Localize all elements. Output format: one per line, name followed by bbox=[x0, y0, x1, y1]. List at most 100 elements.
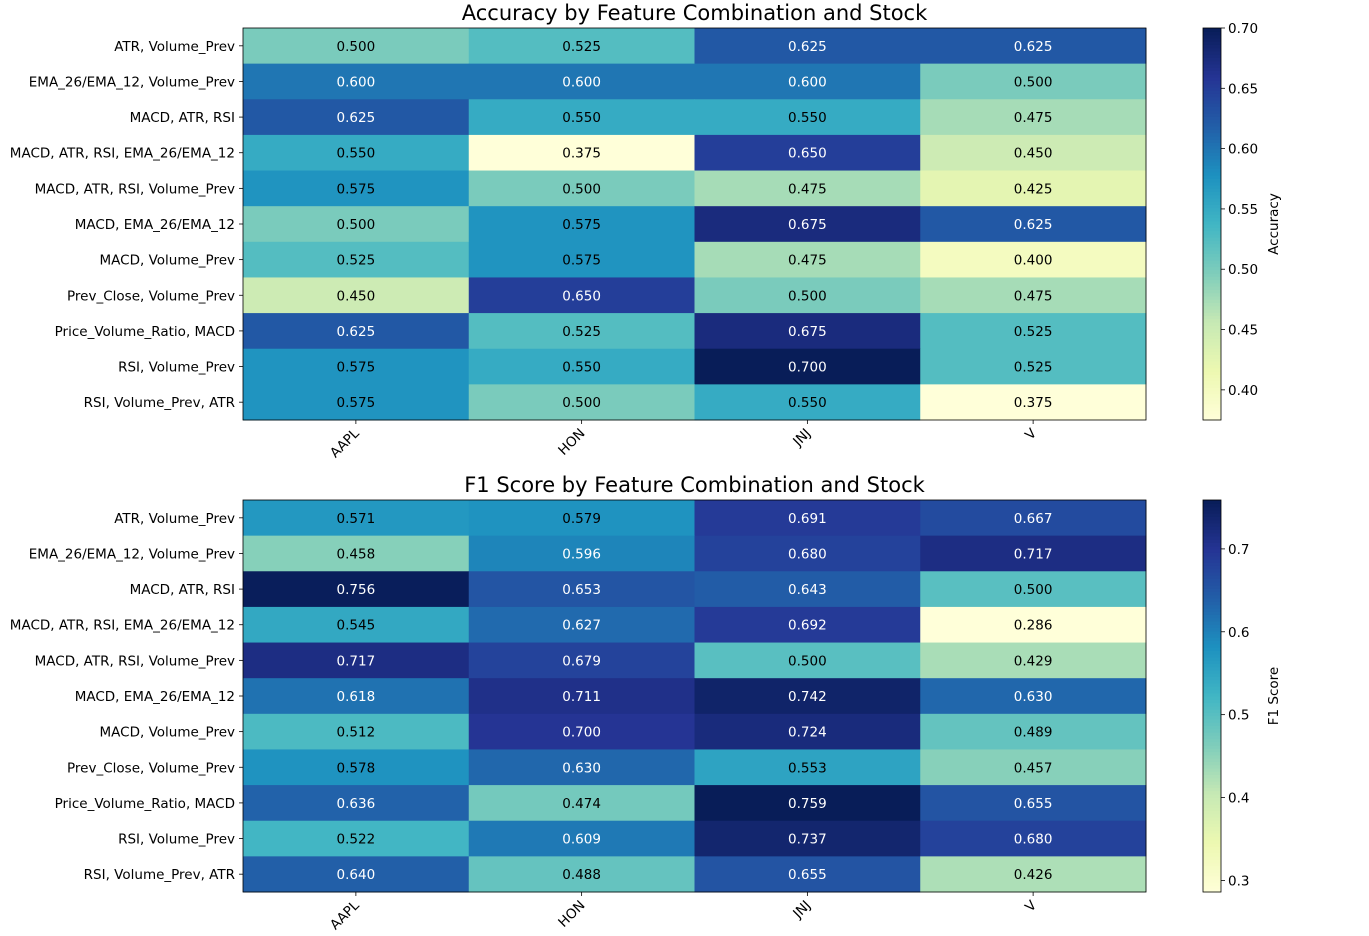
colorbar-segment bbox=[1203, 73, 1221, 78]
colorbar-segment bbox=[1203, 617, 1221, 622]
colorbar-segment bbox=[1203, 282, 1221, 287]
colorbar-segment bbox=[1203, 263, 1221, 268]
cell-value-label: 0.474 bbox=[562, 796, 601, 812]
cell-value-label: 0.553 bbox=[788, 760, 827, 776]
heatmap-cell bbox=[694, 571, 921, 608]
heatmap-cell bbox=[920, 606, 1147, 644]
colorbar-segment bbox=[1203, 50, 1221, 55]
colorbar-segment bbox=[1203, 237, 1221, 241]
cell-value-label: 0.400 bbox=[1014, 253, 1053, 269]
cell-value-label: 0.691 bbox=[788, 511, 827, 527]
heatmap-cell bbox=[694, 500, 921, 537]
colorbar-segment bbox=[1203, 112, 1221, 117]
colorbar-segment bbox=[1203, 233, 1221, 238]
colorbar-segment bbox=[1203, 669, 1221, 674]
colorbar-segment bbox=[1203, 699, 1221, 704]
colorbar-tick-label: 0.50 bbox=[1228, 262, 1258, 278]
colorbar-segment bbox=[1203, 161, 1221, 166]
cell-value-label: 0.575 bbox=[562, 253, 601, 269]
colorbar-segment bbox=[1203, 325, 1221, 330]
colorbar-segment bbox=[1203, 535, 1221, 540]
colorbar-segment bbox=[1203, 558, 1221, 563]
colorbar-tick-label: 0.70 bbox=[1228, 21, 1258, 37]
colorbar-segment bbox=[1203, 751, 1221, 756]
cell-value-label: 0.458 bbox=[337, 546, 376, 562]
heatmap-cell bbox=[920, 500, 1147, 537]
y-tick-label: Price_Volume_Ratio, MACD bbox=[55, 324, 235, 340]
colorbar-segment bbox=[1203, 312, 1221, 317]
colorbar-segment bbox=[1203, 516, 1221, 521]
colorbar-segment bbox=[1203, 152, 1221, 156]
colorbar-segment bbox=[1203, 620, 1221, 625]
colorbar-segment bbox=[1203, 227, 1221, 232]
heatmap-cell bbox=[694, 678, 921, 715]
colorbar-segment bbox=[1203, 810, 1221, 815]
colorbar-segment bbox=[1203, 673, 1221, 677]
colorbar-segment bbox=[1203, 503, 1221, 508]
cell-value-label: 0.450 bbox=[1014, 146, 1053, 162]
heatmap-cell bbox=[920, 28, 1147, 65]
colorbar-segment bbox=[1203, 406, 1221, 411]
cell-value-label: 0.550 bbox=[562, 110, 601, 126]
colorbar-segment bbox=[1203, 656, 1221, 661]
heatmap-cell bbox=[468, 241, 695, 278]
cell-value-label: 0.475 bbox=[788, 181, 827, 197]
colorbar-segment bbox=[1203, 400, 1221, 405]
heatmap-cell bbox=[243, 170, 470, 207]
colorbar-segment bbox=[1203, 63, 1221, 68]
colorbar-segment bbox=[1203, 210, 1221, 215]
heatmap-cell bbox=[468, 571, 695, 608]
colorbar-segment bbox=[1203, 568, 1221, 573]
colorbar-segment bbox=[1203, 145, 1221, 150]
colorbar-segment bbox=[1203, 771, 1221, 775]
cell-value-label: 0.457 bbox=[1014, 760, 1053, 776]
heatmap-cell bbox=[694, 99, 921, 136]
colorbar-segment bbox=[1203, 682, 1221, 687]
heatmap-cell bbox=[694, 820, 921, 857]
heatmap-cell bbox=[920, 348, 1147, 385]
colorbar-segment bbox=[1203, 705, 1221, 710]
heatmap-cell bbox=[243, 749, 470, 786]
colorbar-segment bbox=[1203, 581, 1221, 586]
colorbar-segment bbox=[1203, 774, 1221, 779]
y-tick-label: Price_Volume_Ratio, MACD bbox=[55, 796, 235, 812]
chart-title: F1 Score by Feature Combination and Stoc… bbox=[464, 473, 925, 497]
cell-value-label: 0.692 bbox=[788, 618, 827, 634]
colorbar-segment bbox=[1203, 865, 1221, 870]
colorbar-segment bbox=[1203, 545, 1221, 550]
colorbar-frame bbox=[1202, 499, 1222, 893]
colorbar-segment bbox=[1203, 522, 1221, 527]
colorbar-segment bbox=[1203, 856, 1221, 860]
colorbar-segment bbox=[1203, 308, 1221, 313]
colorbar-segment bbox=[1203, 361, 1221, 366]
cell-value-label: 0.500 bbox=[1014, 582, 1053, 598]
colorbar-segment bbox=[1203, 116, 1221, 121]
cell-value-label: 0.625 bbox=[337, 324, 376, 340]
colorbar-segment bbox=[1203, 158, 1221, 163]
colorbar-segment bbox=[1203, 214, 1221, 219]
colorbar-segment bbox=[1203, 266, 1221, 271]
cell-value-label: 0.680 bbox=[788, 546, 827, 562]
colorbar-segment bbox=[1203, 292, 1221, 297]
y-tick-label: ATR, Volume_Prev bbox=[114, 39, 235, 55]
colorbar-segment bbox=[1203, 96, 1221, 101]
cell-value-label: 0.600 bbox=[337, 74, 376, 90]
colorbar-tick-label: 0.60 bbox=[1228, 142, 1258, 158]
y-tick-label: MACD, ATR, RSI, Volume_Prev bbox=[35, 181, 235, 197]
heatmap-cell bbox=[694, 277, 921, 314]
cell-value-label: 0.429 bbox=[1014, 653, 1053, 669]
colorbar-segment bbox=[1203, 299, 1221, 303]
y-tick-label: MACD, ATR, RSI, EMA_26/EMA_12 bbox=[10, 618, 235, 634]
colorbar-segment bbox=[1203, 826, 1221, 831]
cell-value-label: 0.737 bbox=[788, 832, 827, 848]
heatmap-cell bbox=[694, 606, 921, 644]
colorbar-segment bbox=[1203, 371, 1221, 375]
colorbar-segment bbox=[1203, 338, 1221, 343]
colorbar-segment bbox=[1203, 171, 1221, 176]
colorbar-segment bbox=[1203, 397, 1221, 401]
colorbar-segment bbox=[1203, 34, 1221, 39]
colorbar-segment bbox=[1203, 331, 1221, 336]
cell-value-label: 0.578 bbox=[337, 760, 376, 776]
colorbar-segment bbox=[1203, 142, 1221, 147]
colorbar-segment bbox=[1203, 188, 1221, 192]
